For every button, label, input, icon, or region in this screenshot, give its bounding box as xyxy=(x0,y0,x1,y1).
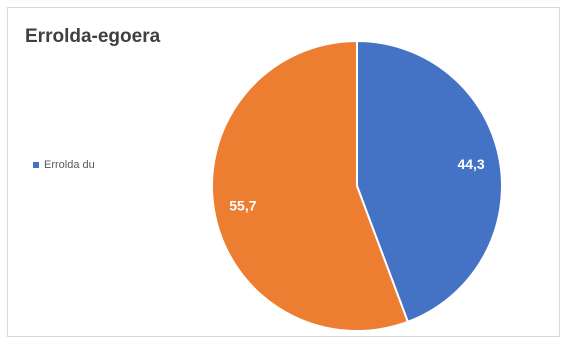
legend-label-errolda-du: Errolda du xyxy=(44,159,95,171)
pie-labels: 44,3 55,7 xyxy=(229,156,485,213)
pie-slice-2 xyxy=(211,40,409,332)
data-label-1: 44,3 xyxy=(457,156,484,172)
pie-slices xyxy=(211,40,503,332)
data-label-2: 55,7 xyxy=(229,197,256,213)
legend: Errolda du xyxy=(33,159,95,171)
pie-slice-1 xyxy=(356,40,503,323)
chart-title: Errolda-egoera xyxy=(25,26,161,47)
legend-swatch-errolda-du xyxy=(33,162,39,168)
